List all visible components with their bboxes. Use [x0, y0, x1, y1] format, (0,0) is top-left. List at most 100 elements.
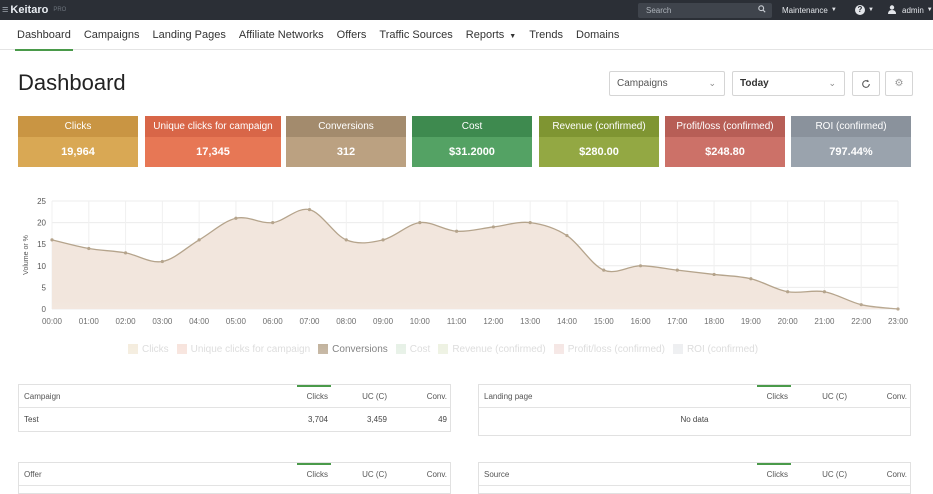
- col-uc[interactable]: UC (C): [822, 391, 847, 401]
- data-point[interactable]: [50, 238, 54, 242]
- nav-dashboard[interactable]: Dashboard: [15, 20, 73, 51]
- data-point[interactable]: [528, 221, 532, 225]
- data-point[interactable]: [712, 272, 716, 277]
- tile-clicks[interactable]: Clicks 19,964: [18, 116, 138, 167]
- search-icon[interactable]: [758, 3, 766, 18]
- tile-profit[interactable]: Profit/loss (confirmed) $248.80: [665, 116, 785, 167]
- refresh-button[interactable]: [852, 71, 880, 96]
- search-input[interactable]: Search: [638, 3, 772, 18]
- nav-campaigns[interactable]: Campaigns: [83, 28, 140, 41]
- nav-affiliate-networks[interactable]: Affiliate Networks: [238, 28, 324, 41]
- data-point[interactable]: [749, 277, 753, 281]
- data-point[interactable]: [160, 259, 164, 264]
- tile-cost-value: $31.2000: [412, 137, 532, 167]
- user-menu[interactable]: admin ▼: [888, 0, 933, 20]
- y-axis-label: Volume or %: [23, 235, 30, 275]
- x-tick-label: 01:00: [79, 317, 100, 326]
- help-menu[interactable]: ? ▼: [855, 0, 874, 20]
- data-point[interactable]: [565, 233, 569, 238]
- tile-cost[interactable]: Cost $31.2000: [412, 116, 532, 167]
- data-point[interactable]: [307, 208, 312, 212]
- col-offer[interactable]: Offer: [24, 469, 42, 479]
- x-tick-label: 03:00: [152, 317, 173, 326]
- legend-item[interactable]: Clicks: [128, 344, 169, 355]
- col-uc[interactable]: UC (C): [362, 391, 387, 401]
- data-point[interactable]: [197, 238, 201, 242]
- tile-revenue[interactable]: Revenue (confirmed) $280.00: [539, 116, 659, 167]
- data-point[interactable]: [234, 216, 238, 220]
- refresh-icon: [862, 79, 870, 88]
- legend-swatch: [553, 344, 564, 354]
- menu-icon[interactable]: ≡: [2, 4, 9, 16]
- nav-domains[interactable]: Domains: [576, 28, 620, 41]
- tile-clicks-label: Clicks: [18, 116, 138, 137]
- x-tick-label: 17:00: [667, 317, 688, 326]
- group-by-select[interactable]: Campaigns ⌄: [609, 71, 725, 96]
- data-point[interactable]: [675, 268, 679, 272]
- period-select[interactable]: Today ⌄: [732, 71, 845, 96]
- col-clicks[interactable]: Clicks: [306, 391, 328, 401]
- legend-item[interactable]: Conversions: [318, 344, 388, 355]
- legend-swatch: [128, 344, 138, 354]
- y-tick-label: 5: [42, 283, 47, 292]
- data-point[interactable]: [786, 290, 790, 294]
- col-landing-page[interactable]: Landing page: [484, 391, 533, 401]
- maintenance-menu[interactable]: Maintenance ▼: [782, 0, 837, 20]
- col-uc[interactable]: UC (C): [822, 469, 847, 479]
- col-clicks[interactable]: Clicks: [766, 391, 788, 401]
- col-source[interactable]: Source: [484, 469, 510, 479]
- tile-cost-label: Cost: [412, 116, 532, 137]
- col-uc[interactable]: UC (C): [362, 469, 387, 479]
- legend-item[interactable]: Unique clicks for campaign: [176, 344, 310, 355]
- settings-button[interactable]: ⚙: [885, 71, 913, 96]
- offer-table-header: Offer Clicks UC (C) Conv.: [19, 463, 450, 486]
- logo[interactable]: ≡ Keitaro PRO: [2, 4, 66, 16]
- tile-clicks-value: 19,964: [18, 137, 138, 167]
- nav-landing-pages[interactable]: Landing Pages: [152, 28, 226, 41]
- cell-campaign[interactable]: Test: [24, 415, 39, 424]
- col-conv[interactable]: Conv.: [886, 391, 907, 401]
- tile-roi[interactable]: ROI (confirmed) 797.44%: [791, 116, 911, 167]
- tile-unique-clicks[interactable]: Unique clicks for campaign 17,345: [145, 116, 281, 167]
- campaign-table-header: Campaign Clicks UC (C) Conv.: [19, 385, 450, 408]
- table-row[interactable]: Test 3,704 3,459 49: [19, 408, 450, 431]
- legend-label: ROI (confirmed): [686, 343, 759, 355]
- col-clicks[interactable]: Clicks: [306, 469, 328, 479]
- x-tick-label: 20:00: [778, 317, 799, 326]
- col-conv[interactable]: Conv.: [426, 469, 447, 479]
- data-point[interactable]: [271, 221, 275, 225]
- legend-item[interactable]: Revenue (confirmed): [438, 344, 546, 355]
- data-point[interactable]: [123, 251, 128, 255]
- data-point[interactable]: [344, 238, 348, 242]
- data-point[interactable]: [491, 225, 495, 229]
- legend-item[interactable]: Cost: [395, 344, 430, 355]
- nav-offers[interactable]: Offers: [336, 28, 367, 41]
- legend-item[interactable]: Profit/loss (confirmed): [553, 344, 665, 355]
- nav-traffic-sources[interactable]: Traffic Sources: [379, 28, 453, 41]
- data-point[interactable]: [381, 238, 385, 242]
- tile-conversions[interactable]: Conversions 312: [286, 116, 406, 167]
- user-name: admin: [902, 5, 924, 15]
- nav-reports[interactable]: Reports ▼: [466, 20, 516, 50]
- data-point[interactable]: [455, 229, 459, 233]
- conversions-area: [52, 209, 898, 309]
- data-point[interactable]: [859, 303, 863, 307]
- chart-svg: 0 5 10 15 20 25 00:00 01:00 02:00 03:00 04:00 05:00…: [23, 197, 909, 326]
- y-tick-label: 10: [37, 262, 46, 271]
- legend-item[interactable]: ROI (confirmed): [672, 343, 759, 355]
- data-point[interactable]: [418, 221, 422, 225]
- data-point[interactable]: [822, 290, 827, 294]
- x-tick-label: 12:00: [483, 317, 504, 326]
- data-point[interactable]: [87, 246, 91, 251]
- nav-trends[interactable]: Trends: [529, 28, 564, 41]
- col-clicks[interactable]: Clicks: [766, 469, 788, 479]
- col-conv[interactable]: Conv.: [886, 469, 907, 479]
- x-tick-label: 21:00: [814, 317, 835, 326]
- data-point[interactable]: [602, 268, 606, 272]
- data-point[interactable]: [896, 307, 900, 311]
- col-conv[interactable]: Conv.: [426, 391, 447, 401]
- tile-unique-clicks-label: Unique clicks for campaign: [145, 116, 281, 137]
- tile-revenue-value: $280.00: [539, 137, 659, 167]
- data-point[interactable]: [638, 264, 643, 268]
- col-campaign[interactable]: Campaign: [24, 391, 61, 401]
